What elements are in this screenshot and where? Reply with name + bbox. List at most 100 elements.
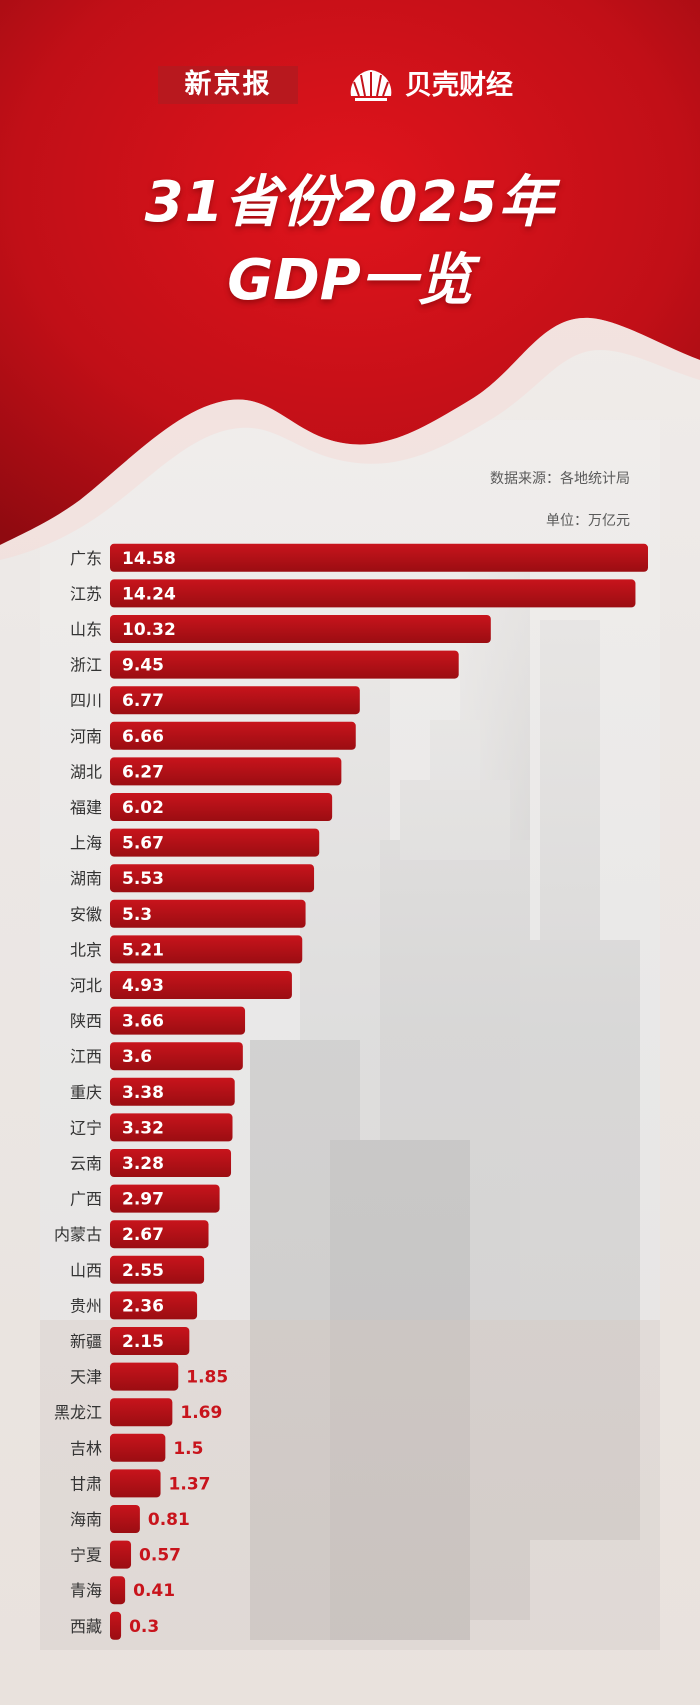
category-label: 广西 — [70, 1190, 102, 1209]
bar — [110, 1184, 220, 1213]
value-label: 1.85 — [186, 1368, 228, 1388]
bar — [110, 757, 342, 786]
value-label: 4.93 — [122, 976, 164, 996]
bar — [110, 1149, 232, 1177]
bar — [110, 1113, 233, 1142]
category-label: 江苏 — [70, 584, 102, 603]
category-label: 福建 — [70, 798, 102, 817]
value-label: 6.77 — [122, 691, 164, 711]
hero-banner-background — [0, 0, 700, 560]
bar — [110, 1362, 179, 1391]
category-label: 山西 — [70, 1261, 102, 1280]
value-label: 1.5 — [173, 1439, 203, 1459]
value-label: 2.97 — [122, 1190, 164, 1210]
value-label: 0.57 — [139, 1546, 181, 1566]
bar — [110, 1576, 126, 1605]
value-label: 6.02 — [122, 798, 164, 818]
category-label: 新疆 — [70, 1332, 102, 1351]
category-label: 四川 — [70, 691, 102, 710]
category-label: 海南 — [70, 1510, 102, 1529]
value-label: 2.67 — [122, 1225, 164, 1245]
value-label: 6.66 — [122, 727, 164, 747]
category-label: 安徽 — [70, 905, 102, 924]
bar — [110, 543, 648, 572]
value-label: 0.3 — [129, 1617, 159, 1637]
category-label: 湖北 — [70, 762, 102, 781]
bar — [110, 1077, 235, 1106]
bar — [110, 793, 333, 821]
value-label: 14.58 — [122, 549, 176, 569]
category-label: 内蒙古 — [54, 1225, 102, 1244]
value-label: 5.21 — [122, 940, 164, 960]
category-label: 北京 — [70, 940, 102, 959]
value-label: 1.37 — [169, 1474, 211, 1494]
bar — [110, 864, 315, 893]
category-label: 重庆 — [70, 1083, 102, 1102]
category-label: 浙江 — [70, 656, 102, 675]
value-label: 3.28 — [122, 1154, 164, 1174]
bar — [110, 1540, 132, 1569]
category-label: 江西 — [70, 1047, 102, 1066]
value-label: 1.69 — [180, 1403, 222, 1423]
bar — [110, 899, 306, 928]
bar — [110, 579, 636, 608]
category-label: 黑龙江 — [54, 1403, 102, 1422]
value-label: 3.6 — [122, 1047, 152, 1067]
bar — [110, 1505, 140, 1533]
bar — [110, 1433, 166, 1462]
category-label: 广东 — [70, 549, 102, 568]
value-label: 10.32 — [122, 620, 176, 640]
bar — [110, 650, 459, 679]
value-label: 9.45 — [122, 656, 164, 676]
value-label: 14.24 — [122, 584, 176, 604]
bar — [110, 1006, 246, 1035]
category-label: 陕西 — [70, 1012, 102, 1031]
category-label: 宁夏 — [70, 1546, 102, 1565]
bar — [110, 971, 292, 999]
category-label: 西藏 — [70, 1617, 102, 1636]
value-label: 6.27 — [122, 762, 164, 782]
value-label: 3.66 — [122, 1012, 164, 1032]
category-label: 甘肃 — [70, 1474, 102, 1493]
bar — [110, 935, 303, 964]
page-title-line-2: GDP一览 — [227, 248, 473, 313]
value-label: 2.55 — [122, 1261, 164, 1281]
category-label: 河北 — [70, 976, 102, 995]
bar — [110, 1042, 243, 1071]
xinjingbao-logo: 新京报 — [158, 66, 298, 104]
category-label: 河南 — [70, 727, 102, 746]
page-title-line-1: 31省份2025年 — [144, 170, 556, 235]
value-label: 2.15 — [122, 1332, 164, 1352]
category-label: 天津 — [70, 1368, 102, 1387]
bar — [110, 828, 320, 857]
unit-note: 单位：万亿元 — [546, 513, 630, 529]
value-label: 3.38 — [122, 1083, 164, 1103]
category-label: 吉林 — [70, 1439, 102, 1458]
value-label: 5.67 — [122, 834, 164, 854]
bar — [110, 1469, 161, 1498]
bar — [110, 1220, 209, 1249]
category-label: 贵州 — [70, 1296, 102, 1315]
data-source-note: 数据来源：各地统计局 — [490, 471, 630, 487]
bar — [110, 1611, 122, 1640]
value-label: 5.3 — [122, 905, 152, 925]
category-label: 湖南 — [70, 869, 102, 888]
bar — [110, 686, 360, 715]
value-label: 0.41 — [133, 1581, 175, 1601]
category-label: 上海 — [70, 834, 102, 853]
value-label: 3.32 — [122, 1118, 164, 1138]
category-label: 辽宁 — [70, 1118, 102, 1137]
bar — [110, 1255, 205, 1284]
value-label: 5.53 — [122, 869, 164, 889]
bar — [110, 615, 491, 643]
category-label: 云南 — [70, 1154, 102, 1173]
bar — [110, 1398, 173, 1427]
value-label: 2.36 — [122, 1296, 164, 1316]
shell-logo-icon — [350, 70, 392, 101]
category-label: 山东 — [70, 620, 102, 639]
bar — [110, 1327, 190, 1355]
beike-finance-logo-text: 贝壳财经 — [405, 70, 513, 101]
brand-header: 新京报 贝壳财经 — [0, 62, 700, 110]
